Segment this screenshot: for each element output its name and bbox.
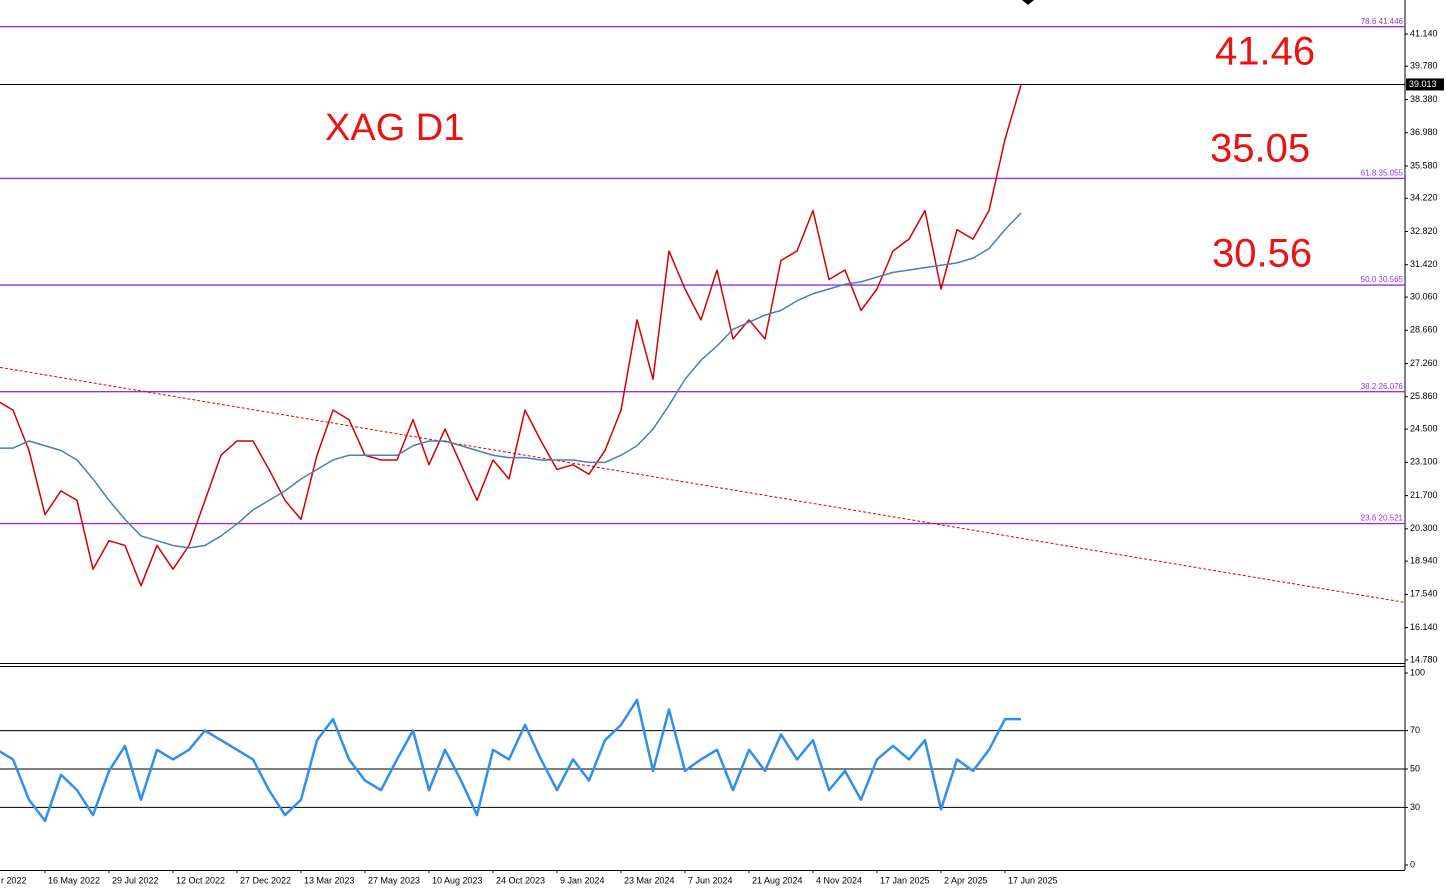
- y-tick-label: 31.420: [1410, 259, 1438, 269]
- x-tick-label: 16 May 2022: [48, 875, 100, 885]
- trendline: [0, 366, 1406, 603]
- x-tick-label: 4 Nov 2024: [816, 875, 862, 885]
- y-tick-label: 16.140: [1410, 622, 1438, 632]
- fib-label: 23.6 20.521: [1361, 514, 1404, 523]
- y-tick-label: 24.500: [1410, 423, 1438, 433]
- y2-tick-label: 50: [1410, 763, 1420, 773]
- marker: [1022, 0, 1034, 5]
- y-tick-label: 32.820: [1410, 226, 1438, 236]
- y-tick-label: 20.300: [1410, 523, 1438, 533]
- y-tick-label: 25.860: [1410, 391, 1438, 401]
- x-tick-label: 24 Oct 2023: [496, 875, 545, 885]
- current-price-box: [1406, 78, 1444, 91]
- x-tick-label: 2 Apr 2025: [944, 875, 988, 885]
- x-tick-label: 17 Jan 2025: [880, 875, 930, 885]
- x-tick-label: 10 Aug 2023: [432, 875, 483, 885]
- moving-average: [0, 212, 1022, 549]
- y-tick-label: 30.060: [1410, 291, 1438, 301]
- y-tick-label: 36.980: [1410, 127, 1438, 137]
- y-tick-label: 18.940: [1410, 556, 1438, 566]
- y2-tick-label: 0: [1410, 859, 1415, 869]
- y-tick-label: 23.100: [1410, 457, 1438, 467]
- y-tick-label: 14.780: [1410, 654, 1438, 664]
- x-tick-label: 27 May 2023: [368, 875, 420, 885]
- annotation: 35.05: [1210, 127, 1310, 171]
- fib-label: 50.0 30.565: [1361, 275, 1404, 284]
- y-tick-label: 27.260: [1410, 358, 1438, 368]
- y-tick-label: 17.540: [1410, 589, 1438, 599]
- fib-label: 61.8 35.055: [1361, 169, 1404, 178]
- y-tick-label: 41.140: [1410, 28, 1438, 38]
- y-tick-label: 35.580: [1410, 160, 1438, 170]
- y-tick-label: 39.780: [1410, 61, 1438, 71]
- chart-title: XAG D1: [325, 107, 464, 149]
- y-tick-label: 34.220: [1410, 193, 1438, 203]
- fib-label: 78.6 41.446: [1361, 17, 1404, 26]
- y2-tick-label: 30: [1410, 802, 1420, 812]
- x-tick-label: 21 Aug 2024: [752, 875, 803, 885]
- current-price-label: 39.013: [1409, 79, 1437, 89]
- y2-tick-label: 70: [1410, 725, 1420, 735]
- x-tick-label: 23 Mar 2024: [624, 875, 675, 885]
- x-tick-label: 29 Jul 2022: [112, 875, 159, 885]
- x-tick-label: 17 Jun 2025: [1008, 875, 1058, 885]
- y-tick-label: 21.700: [1410, 490, 1438, 500]
- x-tick-label: 9 Jan 2024: [560, 875, 605, 885]
- x-tick-label: 7 Jun 2024: [688, 875, 733, 885]
- fib-label: 38.2 26.076: [1361, 382, 1404, 391]
- x-tick-label: 12 Oct 2022: [176, 875, 225, 885]
- annotation: 30.56: [1212, 232, 1312, 276]
- annotation: 41.46: [1215, 30, 1315, 74]
- x-tick-label: 13 Mar 2023: [304, 875, 355, 885]
- y2-tick-label: 100: [1410, 667, 1425, 677]
- x-tick-label: r 2022: [1, 875, 27, 885]
- x-tick-label: 27 Dec 2022: [240, 875, 291, 885]
- y-tick-label: 38.380: [1410, 94, 1438, 104]
- rsi-line: [0, 698, 1021, 823]
- y-tick-label: 28.660: [1410, 325, 1438, 335]
